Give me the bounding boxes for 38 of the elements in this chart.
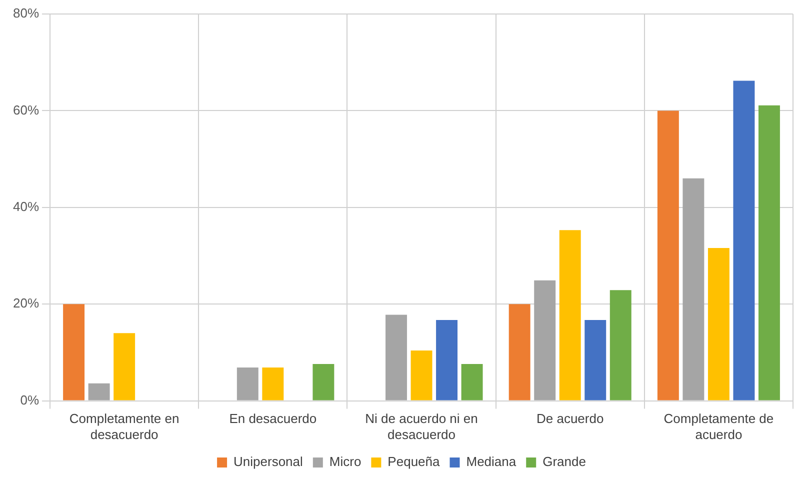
bar: [610, 290, 632, 400]
legend-label: Mediana: [466, 454, 517, 470]
bar: [262, 367, 284, 400]
bar: [682, 178, 704, 400]
bar: [436, 320, 458, 400]
y-tick-label: 20%: [12, 296, 40, 311]
bar: [461, 364, 483, 400]
bar: [114, 333, 136, 400]
y-tick-label: 60%: [12, 102, 40, 118]
y-tick-label: 40%: [12, 198, 40, 214]
bar: [312, 364, 334, 400]
bar: [508, 304, 530, 400]
bar: [534, 280, 556, 400]
category-label: En desacuerdo: [229, 411, 317, 426]
category-label: Completamente en: [69, 411, 180, 426]
bar: [559, 230, 581, 400]
bar: [584, 320, 606, 400]
bar: [657, 110, 679, 400]
legend-label: Micro: [329, 454, 362, 470]
bar: [88, 383, 110, 400]
category-label: Completamente de: [664, 411, 774, 426]
legend-label: Grande: [542, 454, 586, 470]
bar: [236, 367, 258, 400]
bar: [758, 105, 780, 400]
category-label: De acuerdo: [536, 411, 604, 426]
category-label: desacuerdo: [388, 426, 456, 442]
bar: [708, 248, 730, 400]
category-label: acuerdo: [695, 426, 742, 442]
bar: [386, 314, 407, 400]
y-tick-label: 80%: [12, 6, 40, 21]
category-label: desacuerdo: [90, 426, 158, 442]
bar: [63, 304, 85, 400]
bar: [410, 350, 432, 400]
y-tick-label: 0%: [20, 392, 40, 408]
legend-label: Unipersonal: [234, 454, 304, 470]
category-label: Ni de acuerdo ni en: [365, 411, 478, 426]
legend-label: Pequeña: [388, 454, 441, 470]
bar: [733, 80, 755, 400]
